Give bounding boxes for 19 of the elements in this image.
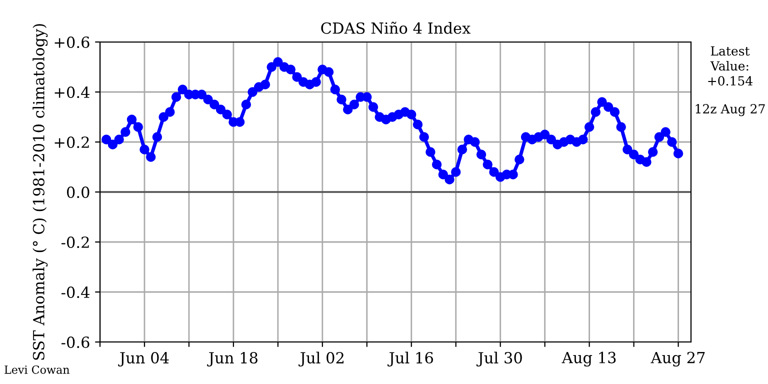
y-tick-label: -0.6 bbox=[61, 336, 90, 348]
y-tick-label: 0.0 bbox=[66, 186, 90, 198]
y-tick-label: -0.2 bbox=[61, 236, 89, 248]
y-axis-title: SST Anomaly (° C) (1981-2010 climatology) bbox=[32, 24, 48, 360]
text: Levi Cowan bbox=[4, 365, 70, 374]
y-tick-label: -0.4 bbox=[61, 286, 90, 298]
x-tick-label: Jun 04 bbox=[118, 352, 169, 367]
x-tick-label: Jun 18 bbox=[207, 352, 258, 367]
y-tick-label: +0.6 bbox=[54, 36, 90, 48]
y-tick-label: +0.4 bbox=[54, 86, 90, 98]
y-tick-label: +0.2 bbox=[54, 136, 89, 148]
x-tick-label: Aug 13 bbox=[562, 352, 616, 367]
chart-title: CDAS Niño 4 Index bbox=[321, 22, 470, 34]
x-tick-label: Jul 16 bbox=[388, 352, 433, 367]
text: 12z Aug 27 bbox=[696, 104, 765, 116]
text: Latest Value: +0.154 bbox=[708, 46, 752, 86]
x-tick-label: Aug 27 bbox=[650, 352, 705, 367]
x-tick-label: Jul 30 bbox=[476, 352, 522, 367]
x-tick-label: Jul 02 bbox=[298, 352, 344, 367]
